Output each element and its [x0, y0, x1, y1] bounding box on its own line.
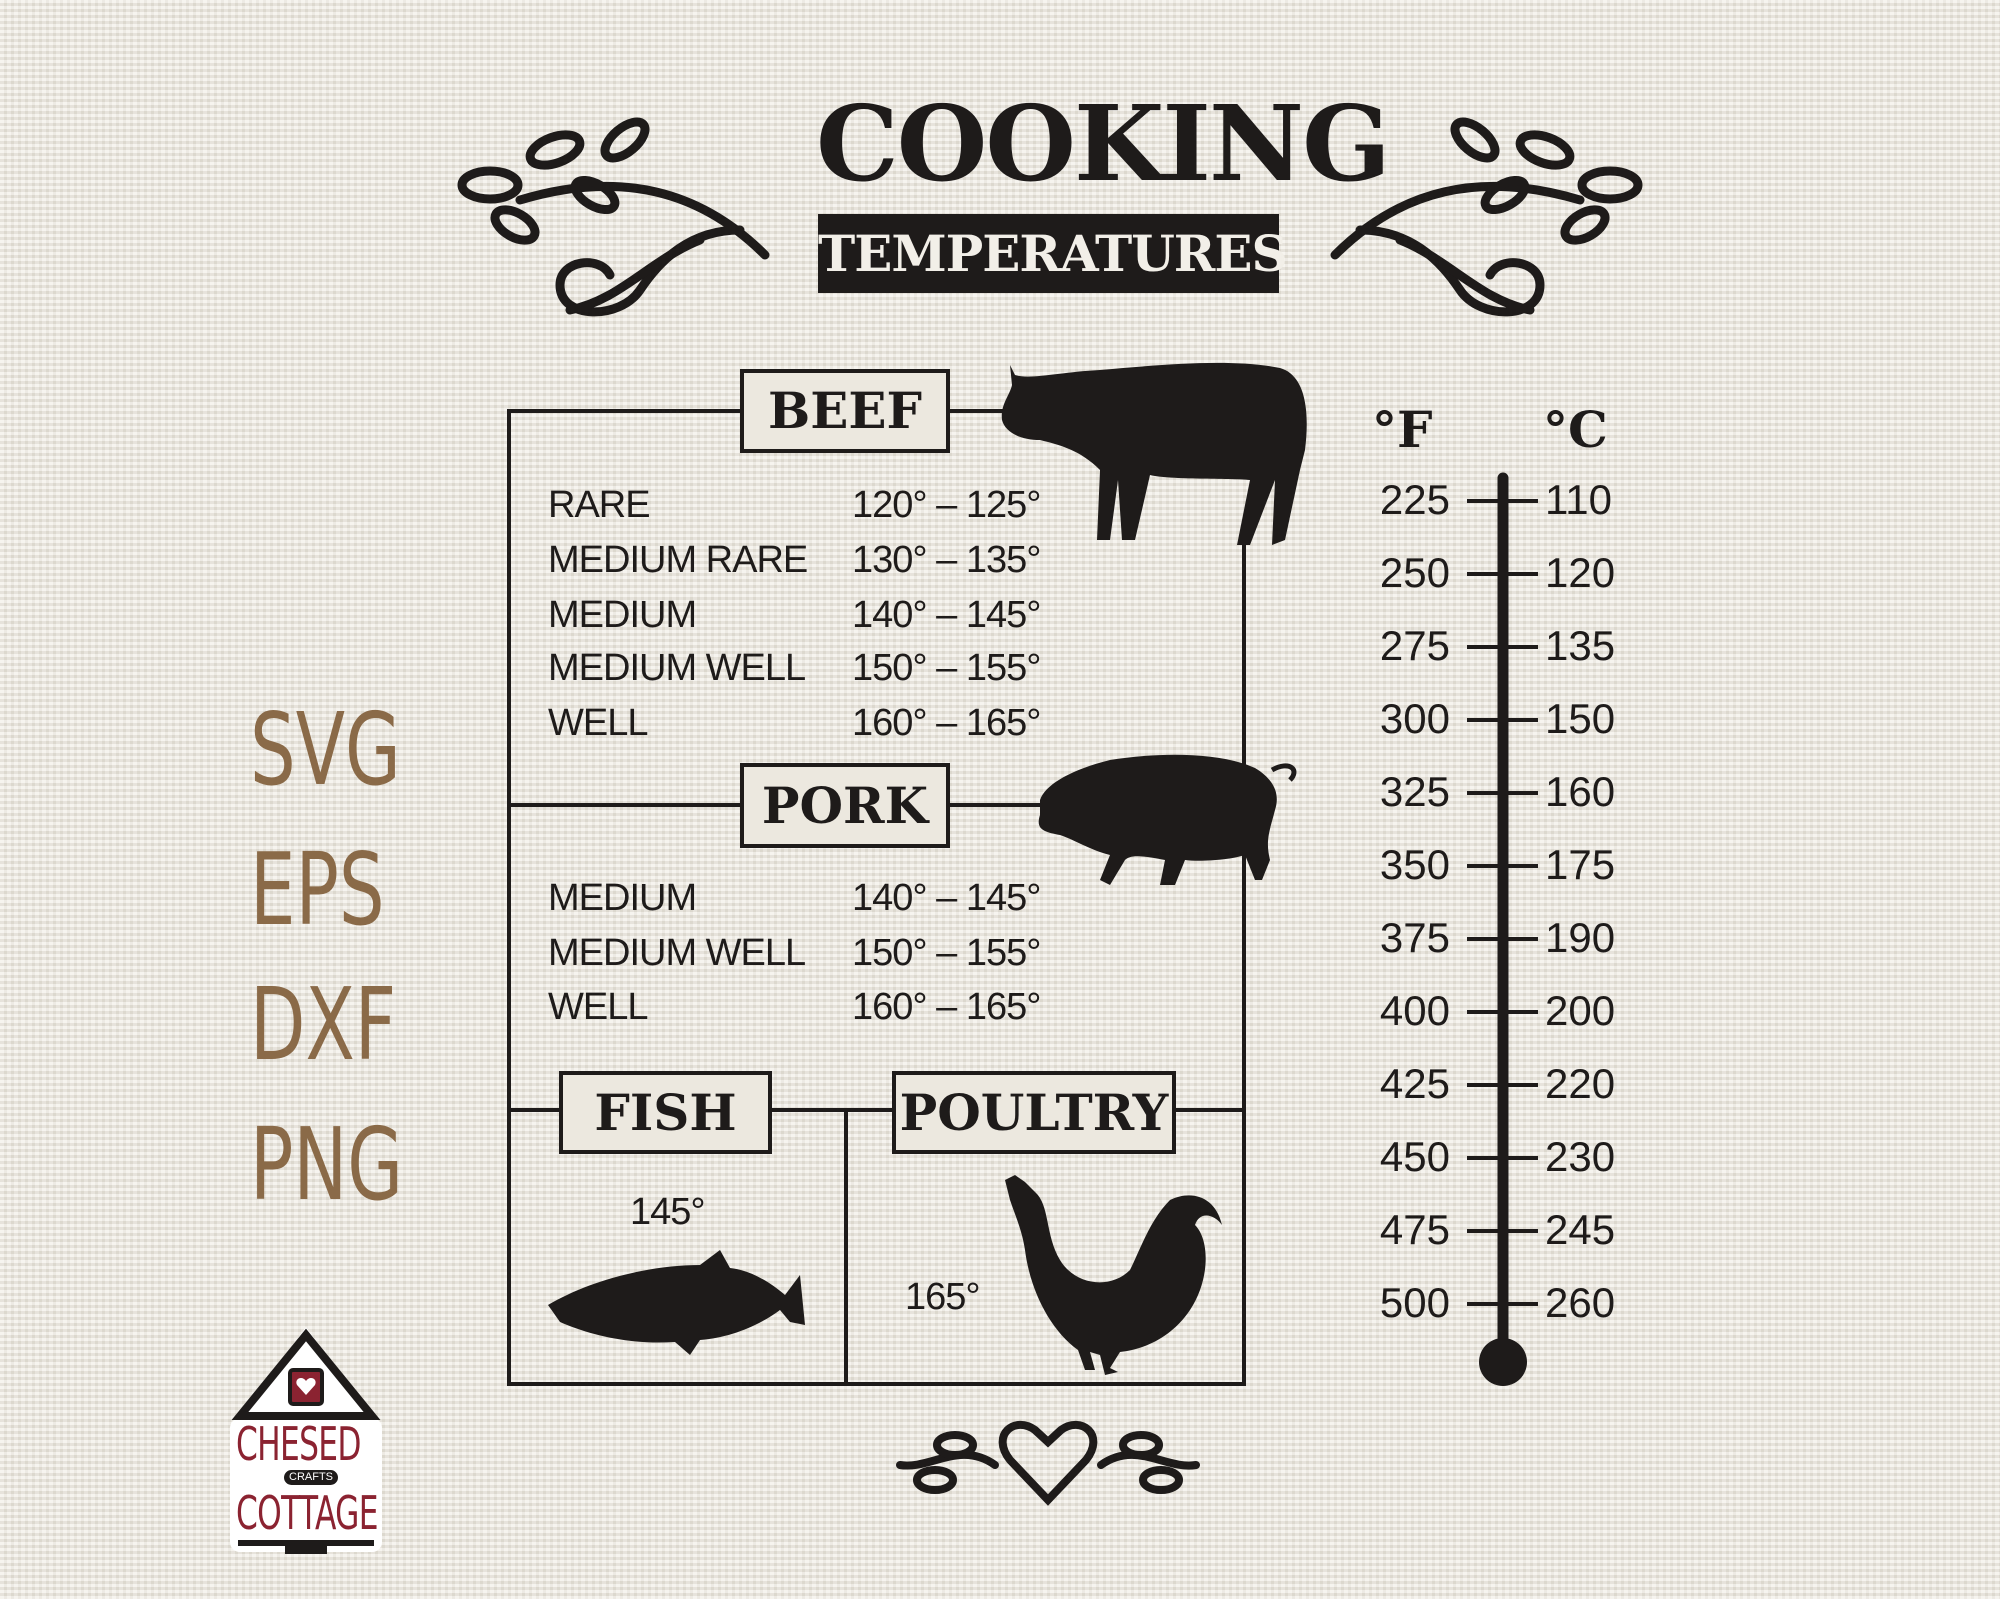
celsius-tick-label: 245 [1545, 1206, 1616, 1253]
beef-temp: 120° – 125° [852, 484, 1041, 526]
format-png: PNG [250, 1106, 404, 1223]
celsius-tick-label: 260 [1545, 1279, 1616, 1326]
beef-doneness: RARE [548, 484, 651, 526]
leaf-ornament-left-icon [457, 117, 770, 317]
fahrenheit-tick-label: 325 [1379, 768, 1450, 815]
celsius-tick-label: 200 [1545, 987, 1616, 1034]
beef-temp: 140° – 145° [852, 594, 1041, 636]
poultry-label: POULTRY [892, 1071, 1176, 1154]
pork-temp: 150° – 155° [852, 932, 1041, 974]
celsius-tick-label: 190 [1545, 914, 1616, 961]
fahrenheit-tick-label: 350 [1379, 841, 1450, 888]
pork-temp: 160° – 165° [852, 986, 1041, 1028]
celsius-tick-label: 150 [1545, 695, 1616, 742]
fish-label: FISH [559, 1071, 772, 1154]
logo-line1: CHESED [236, 1417, 361, 1471]
leaf-ornament-right-icon [1330, 117, 1643, 317]
celsius-unit: °C [1543, 400, 1608, 459]
format-svg: SVG [250, 691, 401, 808]
logo-line2: COTTAGE [236, 1486, 378, 1540]
heart-ornament-icon [896, 1420, 1200, 1506]
pork-doneness: MEDIUM WELL [548, 932, 806, 974]
pork-doneness: MEDIUM [548, 877, 697, 919]
fahrenheit-tick-label: 500 [1379, 1279, 1450, 1326]
beef-temp: 160° – 165° [852, 702, 1041, 744]
celsius-tick-label: 110 [1545, 476, 1612, 523]
rooster-icon [1005, 1175, 1222, 1375]
beef-doneness: MEDIUM [548, 594, 697, 636]
page-title: COOKING [816, 82, 1391, 205]
celsius-tick-label: 135 [1545, 622, 1616, 669]
beef-temp: 150° – 155° [852, 647, 1041, 689]
beef-doneness: MEDIUM WELL [548, 647, 806, 689]
thermometer-icon [1467, 472, 1538, 1386]
fish-temp: 145° [630, 1191, 706, 1233]
pig-icon [1038, 754, 1277, 885]
beef-label: BEEF [740, 369, 950, 453]
format-dxf: DXF [250, 966, 397, 1083]
logo-icon [230, 1327, 382, 1554]
fish-icon [548, 1250, 805, 1355]
celsius-tick-label: 230 [1545, 1133, 1616, 1180]
fahrenheit-tick-label: 475 [1379, 1206, 1450, 1253]
format-eps: EPS [250, 831, 385, 948]
cow-icon [1001, 362, 1307, 545]
celsius-tick-label: 120 [1545, 549, 1616, 596]
poultry-temp: 165° [905, 1276, 981, 1318]
fahrenheit-tick-label: 225 [1379, 476, 1450, 523]
page-subtitle: TEMPERATURES [818, 214, 1288, 293]
fahrenheit-tick-label: 375 [1379, 914, 1450, 961]
fahrenheit-tick-label: 250 [1379, 549, 1450, 596]
fahrenheit-tick-label: 400 [1379, 987, 1450, 1034]
celsius-tick-label: 160 [1545, 768, 1616, 815]
beef-doneness: MEDIUM RARE [548, 539, 808, 581]
fahrenheit-tick-label: 450 [1379, 1133, 1450, 1180]
pork-label: PORK [740, 763, 950, 848]
logo-badge: CRAFTS [284, 1470, 338, 1485]
fahrenheit-tick-label: 275 [1379, 622, 1450, 669]
fahrenheit-tick-label: 425 [1379, 1060, 1450, 1107]
beef-doneness: WELL [548, 702, 648, 744]
fahrenheit-tick-label: 300 [1379, 695, 1450, 742]
pork-doneness: WELL [548, 986, 648, 1028]
celsius-tick-label: 175 [1545, 841, 1616, 888]
pork-temp: 140° – 145° [852, 877, 1041, 919]
beef-temp: 130° – 135° [852, 539, 1041, 581]
fahrenheit-unit: °F [1372, 400, 1433, 459]
celsius-tick-label: 220 [1545, 1060, 1616, 1107]
